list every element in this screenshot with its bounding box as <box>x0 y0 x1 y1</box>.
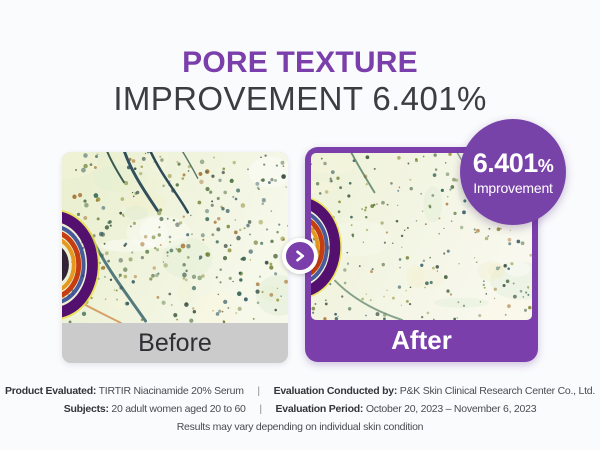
disclaimer-text: Results may vary depending on individual… <box>176 421 424 433</box>
footer: Product Evaluated: TIRTIR Niacinamide 20… <box>0 385 600 433</box>
badge-label: Improvement <box>473 180 553 196</box>
page-title-main: IMPROVEMENT 6.401% <box>113 80 487 117</box>
footer-divider: | <box>259 403 262 415</box>
before-skin-image <box>62 152 288 323</box>
improvement-badge: 6.401% Improvement <box>460 119 566 225</box>
conducted-by-label: Evaluation Conducted by: <box>273 385 398 397</box>
header: PORE TEXTURE IMPROVEMENT 6.401% <box>0 46 600 117</box>
chevron-right-icon <box>282 238 318 274</box>
after-label: After <box>391 325 452 355</box>
evaluation-period-value: October 20, 2023 – November 6, 2023 <box>365 403 537 415</box>
badge-number: 6.401 <box>472 148 539 178</box>
evaluation-period-label: Evaluation Period: <box>275 403 364 415</box>
page-title-accent: PORE TEXTURE <box>182 46 418 79</box>
badge-percent-sign: % <box>537 156 554 176</box>
footer-divider: | <box>257 385 260 397</box>
conducted-by-value: P&K Skin Clinical Research Center Co., L… <box>399 385 596 397</box>
before-card: Before <box>62 152 288 363</box>
subjects-label: Subjects: <box>63 403 109 415</box>
product-evaluated-label: Product Evaluated: <box>4 385 97 397</box>
footer-row-1: Product Evaluated: TIRTIR Niacinamide 20… <box>0 385 600 397</box>
badge-value: 6.401% <box>460 150 566 177</box>
before-label: Before <box>138 329 212 357</box>
subjects-value: 20 adult women aged 20 to 60 <box>111 403 246 415</box>
product-evaluated-value: TIRTIR Niacinamide 20% Serum <box>98 385 244 397</box>
footer-row-2: Subjects: 20 adult women aged 20 to 60 |… <box>0 403 600 415</box>
